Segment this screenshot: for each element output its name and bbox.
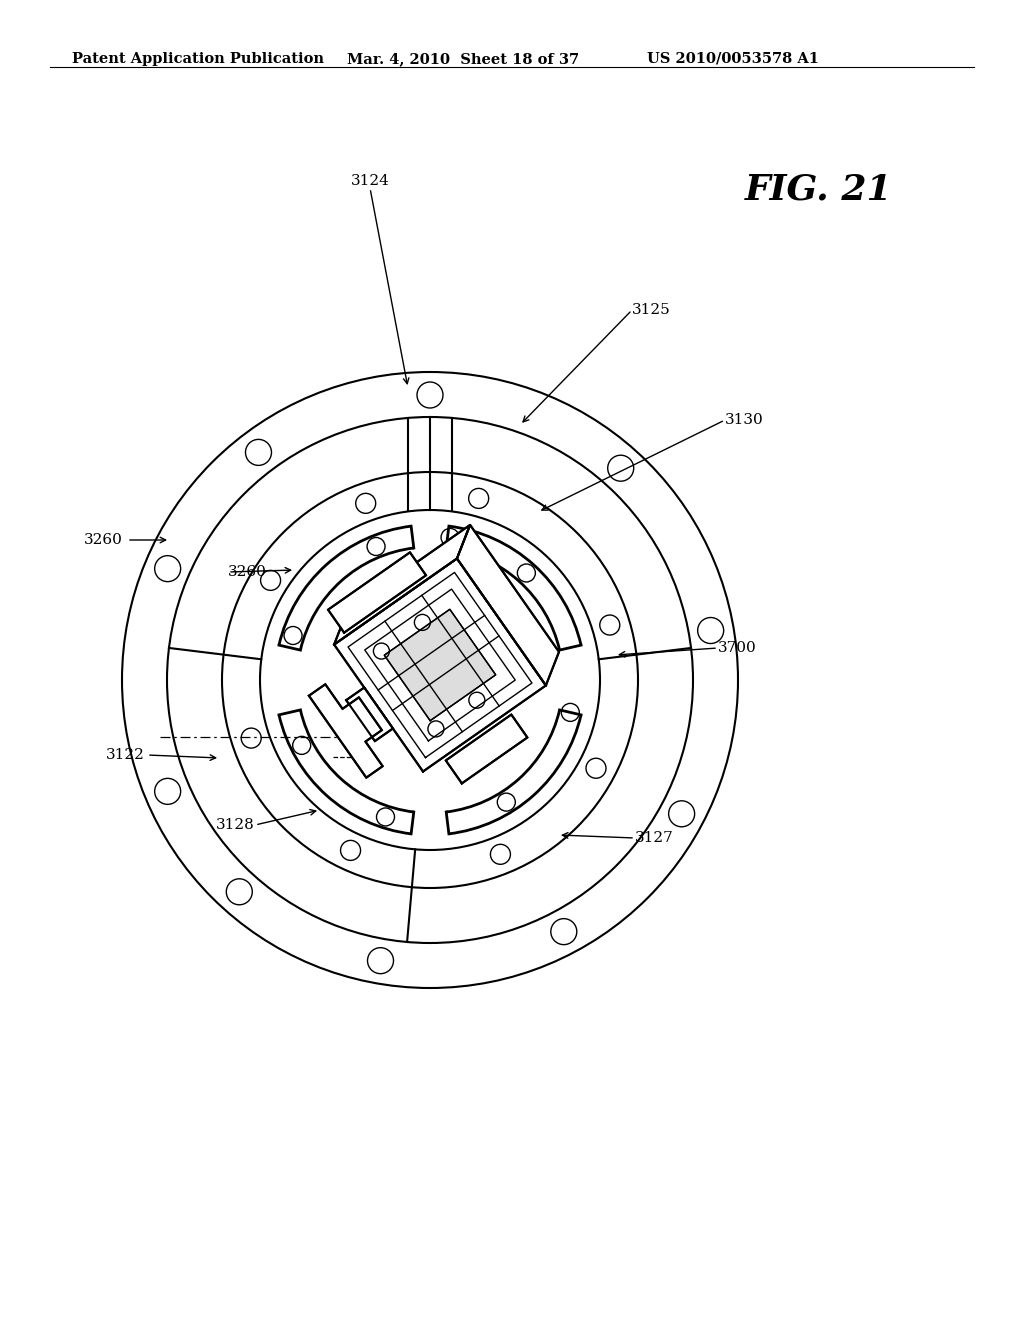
Polygon shape (457, 525, 559, 685)
Text: 3124: 3124 (350, 174, 389, 187)
Polygon shape (334, 525, 470, 644)
Text: US 2010/0053578 A1: US 2010/0053578 A1 (647, 51, 819, 66)
Polygon shape (384, 610, 496, 721)
Text: Patent Application Publication: Patent Application Publication (72, 51, 324, 66)
Polygon shape (328, 552, 426, 632)
Polygon shape (309, 684, 383, 777)
Text: FIG. 21: FIG. 21 (745, 172, 893, 206)
Text: 3700: 3700 (718, 642, 757, 655)
Polygon shape (334, 558, 546, 771)
Text: 3130: 3130 (725, 413, 764, 426)
Text: 3260: 3260 (228, 565, 267, 579)
Text: 3260: 3260 (84, 533, 123, 546)
Text: 3127: 3127 (635, 832, 674, 845)
Polygon shape (346, 688, 393, 741)
Polygon shape (445, 714, 527, 783)
Text: 3122: 3122 (106, 748, 145, 762)
Text: 3128: 3128 (216, 818, 255, 832)
Text: Mar. 4, 2010  Sheet 18 of 37: Mar. 4, 2010 Sheet 18 of 37 (347, 51, 580, 66)
Text: 3125: 3125 (632, 304, 671, 317)
